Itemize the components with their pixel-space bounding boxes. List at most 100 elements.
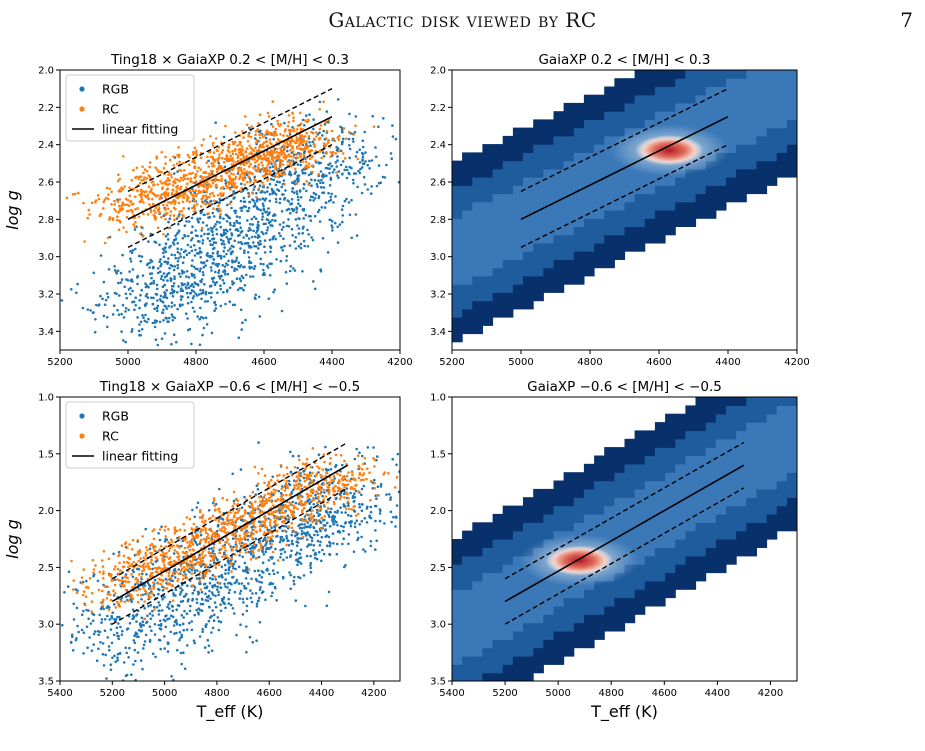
data-point — [222, 282, 226, 285]
data-point — [197, 293, 201, 296]
density-cell — [665, 201, 676, 211]
data-point — [178, 210, 181, 213]
data-point — [215, 220, 219, 224]
x-tick-label: 4600 — [646, 357, 671, 368]
data-point — [293, 486, 297, 490]
density-cell — [624, 168, 636, 178]
data-point — [152, 593, 156, 597]
data-point — [287, 207, 291, 211]
data-point — [324, 137, 328, 140]
data-point — [266, 226, 270, 229]
data-point — [329, 507, 333, 511]
density-cell — [472, 292, 483, 302]
data-point — [230, 206, 233, 210]
data-point — [251, 551, 255, 555]
density-cell — [594, 94, 605, 104]
density-cell — [705, 78, 717, 87]
data-point — [110, 622, 113, 626]
data-point — [238, 216, 242, 219]
density-cell — [654, 111, 666, 120]
data-point — [207, 509, 211, 512]
data-point — [245, 609, 249, 613]
data-point — [130, 209, 134, 212]
data-point — [106, 325, 109, 329]
data-point — [322, 191, 326, 194]
data-point — [208, 605, 211, 609]
data-point — [219, 304, 223, 308]
density-cell — [665, 78, 676, 87]
data-point — [226, 582, 230, 585]
data-point — [172, 594, 175, 597]
data-point — [97, 303, 101, 306]
data-point — [224, 302, 227, 306]
data-point — [221, 263, 224, 267]
data-point — [123, 185, 126, 188]
data-point — [261, 539, 265, 543]
data-point — [66, 585, 70, 588]
data-point — [195, 203, 199, 206]
data-point — [164, 162, 167, 165]
data-point — [163, 283, 166, 287]
density-cell — [502, 135, 514, 145]
data-point — [275, 258, 278, 261]
data-point — [194, 248, 197, 252]
data-point — [181, 283, 184, 287]
density-cell — [482, 193, 494, 203]
data-point — [159, 624, 163, 627]
data-point — [165, 204, 169, 207]
data-point — [224, 182, 228, 185]
data-point — [157, 601, 160, 604]
density-cell — [553, 251, 565, 260]
data-point — [229, 172, 233, 175]
data-point — [190, 249, 194, 253]
density-cell — [634, 102, 646, 112]
density-cell — [462, 242, 473, 252]
data-point — [177, 222, 180, 226]
density-cell — [786, 135, 797, 145]
density-cell — [502, 177, 514, 186]
density-cell — [685, 111, 697, 120]
data-point — [163, 332, 167, 335]
data-point — [267, 547, 271, 551]
data-point — [147, 185, 151, 188]
density-cell — [786, 127, 797, 137]
data-point — [295, 145, 299, 149]
data-point — [186, 301, 190, 305]
data-point — [285, 259, 288, 262]
density-cell — [736, 127, 747, 137]
data-point — [303, 515, 307, 518]
data-point — [217, 590, 220, 594]
data-point — [218, 277, 222, 280]
data-point — [195, 151, 198, 155]
data-point — [310, 236, 313, 239]
data-point — [240, 328, 243, 331]
density-cell — [512, 168, 524, 178]
data-point — [355, 519, 359, 522]
data-point — [287, 200, 291, 203]
data-point — [389, 152, 393, 155]
data-point — [216, 193, 220, 197]
data-point — [148, 161, 152, 164]
data-point — [352, 133, 356, 136]
data-point — [122, 661, 126, 664]
data-point — [159, 294, 163, 298]
data-point — [101, 642, 105, 645]
data-point — [282, 152, 285, 155]
density-cell — [654, 177, 666, 186]
data-point — [151, 266, 155, 270]
data-point — [194, 229, 197, 232]
data-point — [324, 445, 327, 449]
density-cell — [665, 193, 676, 203]
data-point — [158, 298, 162, 301]
density-cell — [675, 94, 686, 104]
density-cell — [614, 119, 626, 129]
data-point — [222, 597, 225, 601]
data-point — [116, 615, 119, 619]
density-cell — [512, 152, 524, 162]
data-point — [211, 626, 215, 630]
data-point — [80, 576, 84, 579]
data-point — [133, 225, 137, 229]
data-point — [178, 631, 182, 634]
data-point — [304, 467, 307, 471]
data-point — [223, 255, 226, 258]
